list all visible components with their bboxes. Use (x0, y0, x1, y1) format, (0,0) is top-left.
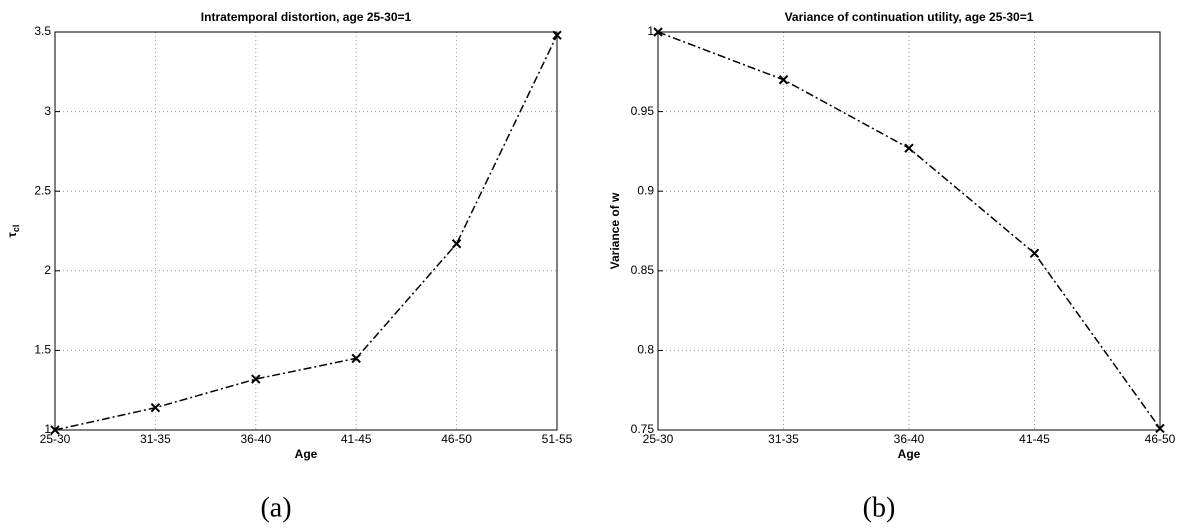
plot-frame (54, 31, 558, 431)
marker (778, 75, 789, 85)
y-tick-label: 1 (647, 24, 654, 38)
y-tick-label: 0.8 (637, 343, 654, 357)
marker (251, 374, 261, 384)
marker (50, 425, 60, 435)
marker (1029, 248, 1040, 258)
y-tick-label: 3 (44, 104, 51, 118)
x-axis-label: Age (898, 447, 921, 461)
y-tick-label: 0.75 (631, 422, 655, 436)
y-tick-label: 0.95 (631, 104, 655, 118)
marker (150, 403, 161, 413)
x-tick-label: 41-45 (341, 432, 372, 446)
marker (904, 143, 914, 153)
chart-title: Variance of continuation utility, age 25… (785, 10, 1034, 24)
x-tick-label: 46-50 (441, 432, 472, 446)
x-tick-label: 41-45 (1019, 432, 1050, 446)
marker (451, 239, 462, 249)
caption: (b) (863, 492, 896, 523)
x-axis-label: Age (295, 447, 318, 461)
marker (1155, 423, 1165, 434)
line (54, 34, 558, 431)
y-tick-label: 1 (44, 422, 51, 436)
x-tick-label: 46-50 (1145, 432, 1176, 446)
y-axis-label-subscript: cl (11, 225, 21, 233)
y-tick-label: 2.5 (34, 183, 51, 197)
marker (653, 27, 663, 37)
caption: (a) (260, 492, 291, 523)
y-tick-label: 0.9 (637, 183, 654, 197)
plot-frame (657, 31, 1161, 431)
x-tick-label: 31-35 (140, 432, 171, 446)
chart-title: Intratemporal distortion, age 25-30=1 (201, 10, 412, 24)
x-tick-label: 36-40 (894, 432, 925, 446)
y-tick-label: 0.85 (631, 263, 655, 277)
marker (351, 353, 361, 364)
y-tick-label: 1.5 (34, 343, 51, 357)
x-tick-label: 51-55 (542, 432, 573, 446)
x-tick-label: 25-30 (40, 432, 71, 446)
marker (552, 30, 562, 40)
x-tick-label: 36-40 (240, 432, 271, 446)
y-axis-label: τcl (5, 225, 21, 238)
y-tick-label: 2 (44, 263, 51, 277)
x-tick-label: 25-30 (643, 432, 674, 446)
y-axis-label: Variance of w (608, 192, 622, 269)
x-tick-label: 31-35 (768, 432, 799, 446)
y-tick-label: 3.5 (34, 24, 51, 38)
